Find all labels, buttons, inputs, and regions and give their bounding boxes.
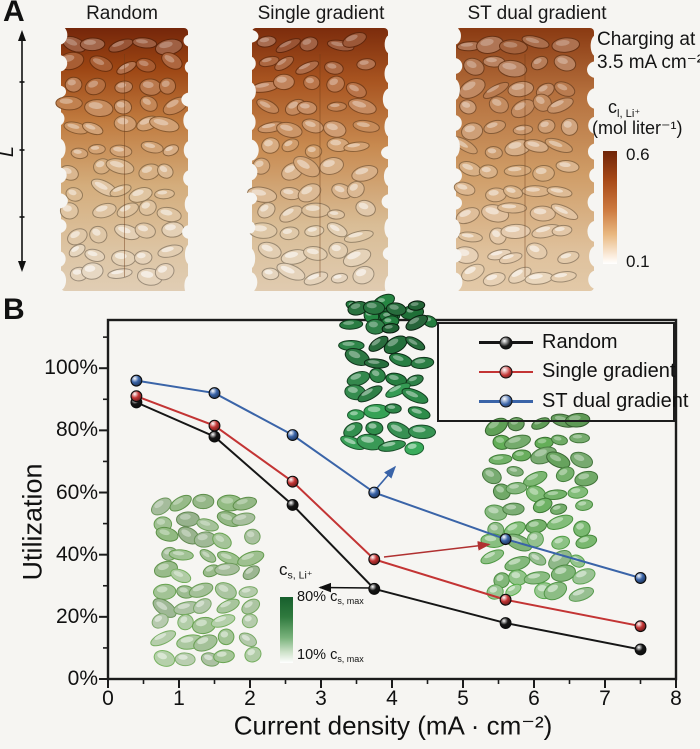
colorbar-top-label: 80% cs, max [297, 589, 364, 607]
legend-line [479, 365, 533, 379]
electrolyte-colorbar [603, 151, 617, 264]
x-tick-label: 4 [386, 687, 398, 710]
charging-line2: 3.5 mA cm⁻² [597, 52, 700, 73]
electrode-structure-random [50, 25, 199, 297]
x-tick-label: 0 [102, 687, 114, 710]
charging-caption: Charging at 3.5 mA cm⁻² [597, 28, 700, 74]
y-tick-label: 0% [67, 667, 98, 690]
x-tick-label: 2 [244, 687, 256, 710]
electrolyte-concentration-symbol: cl, Li⁺ [608, 97, 641, 120]
legend-label: Random [542, 331, 618, 354]
legend-marker [499, 365, 513, 379]
x-tick-label: 5 [457, 687, 469, 710]
data-point [286, 429, 299, 441]
data-point [634, 620, 647, 633]
x-tick-label: 7 [599, 687, 611, 710]
y-tick-label: 60% [55, 480, 98, 504]
data-point [286, 475, 299, 488]
data-point [499, 593, 512, 606]
solid-concentration-colorbar [280, 597, 293, 663]
series-single-gradient [130, 390, 647, 633]
data-point [499, 617, 512, 630]
panel-b-label: B [3, 293, 25, 326]
column-title-random: Random [86, 3, 158, 24]
data-point [368, 486, 381, 499]
annotation-arrows [318, 465, 491, 593]
x-tick-label: 6 [528, 687, 540, 710]
inset-random [150, 493, 265, 667]
length-axis-label: L [0, 146, 19, 157]
colorbar-min-value: 0.1 [626, 252, 650, 271]
data-point [208, 419, 221, 432]
data-point [286, 499, 299, 511]
length-axis-arrow [18, 30, 26, 272]
legend-item-random: Random [439, 330, 673, 356]
series-st-dual-gradient [130, 374, 647, 584]
y-tick-label: 40% [55, 542, 98, 566]
colorbar-max-value: 0.6 [626, 145, 650, 164]
data-point [130, 374, 143, 387]
data-point [368, 553, 381, 566]
data-point [130, 390, 143, 403]
column-title-st-dual-gradient: ST dual gradient [467, 3, 607, 24]
electrolyte-concentration-units: (mol liter⁻¹) [592, 118, 683, 138]
legend-label: ST dual gradient [542, 389, 689, 412]
charging-line1: Charging at [597, 29, 696, 50]
column-title-single-gradient: Single gradient [257, 3, 385, 24]
y-tick-label: 80% [55, 418, 98, 442]
inset-single-gradient [480, 412, 599, 602]
panel-a-label: A [3, 0, 25, 28]
inset-st-dual-gradient [338, 293, 438, 456]
legend-item-st-dual-gradient: ST dual gradient [439, 388, 688, 414]
data-point [208, 387, 221, 400]
x-tick-label: 1 [173, 687, 185, 710]
data-point [634, 643, 647, 656]
electrode-structure-single [241, 28, 399, 296]
data-point [368, 582, 381, 595]
electrode-structure-dual [445, 26, 605, 292]
legend-line [479, 394, 533, 408]
x-axis-title: Current density (mA · cm⁻²) [233, 710, 553, 741]
data-point [634, 572, 647, 584]
legend-marker [499, 336, 513, 350]
y-tick-label: 20% [55, 604, 98, 628]
legend-label: Single gradient [542, 360, 676, 383]
data-point [208, 430, 221, 443]
y-tick-label: 100% [44, 356, 98, 380]
data-point [499, 533, 512, 546]
series-random [130, 396, 647, 656]
x-tick-label: 3 [315, 687, 327, 710]
chart-legend: Random Single gradient ST dual gradient [437, 322, 688, 422]
colorbar-bottom-label: 10% cs, max [297, 647, 364, 665]
legend-item-single-gradient: Single gradient [439, 359, 676, 385]
legend-line [479, 336, 533, 350]
legend-marker [499, 394, 513, 408]
x-tick-label: 8 [670, 687, 682, 710]
solid-concentration-symbol: cs, Li⁺ [279, 560, 313, 582]
